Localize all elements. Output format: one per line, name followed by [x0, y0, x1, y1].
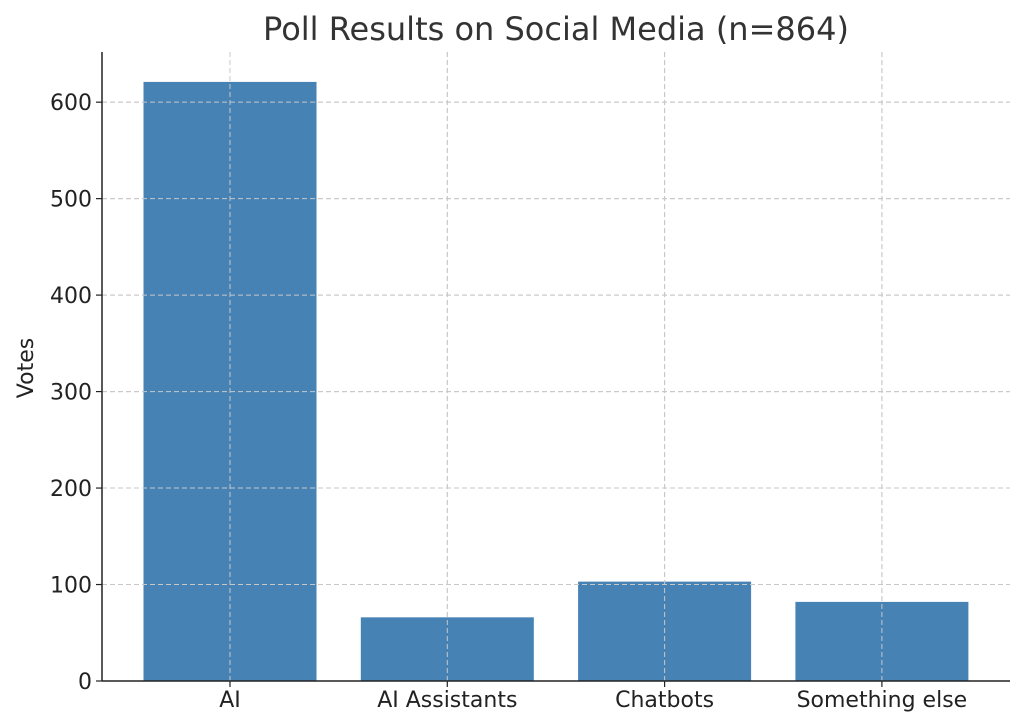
y-tick-label: 300: [50, 381, 92, 406]
bars: [102, 52, 1010, 682]
y-tick-labels: 0 100 200 300 400 500 600: [50, 91, 92, 695]
y-tick-label: 500: [50, 188, 92, 213]
y-tick-label: 100: [50, 574, 92, 599]
x-tick-label: Something else: [797, 688, 968, 713]
axes: [96, 52, 1010, 687]
y-tick-label: 200: [50, 477, 92, 502]
x-tick-label: AI: [219, 688, 241, 713]
x-tick-label: AI Assistants: [377, 688, 517, 713]
x-tick-labels: AI AI Assistants Chatbots Something else: [219, 688, 967, 713]
y-axis-label: Votes: [14, 338, 39, 398]
x-tick-label: Chatbots: [615, 688, 714, 713]
y-tick-label: 0: [78, 670, 92, 695]
y-tick-label: 400: [50, 284, 92, 309]
chart-title: Poll Results on Social Media (n=864): [263, 10, 849, 48]
y-tick-label: 600: [50, 91, 92, 116]
